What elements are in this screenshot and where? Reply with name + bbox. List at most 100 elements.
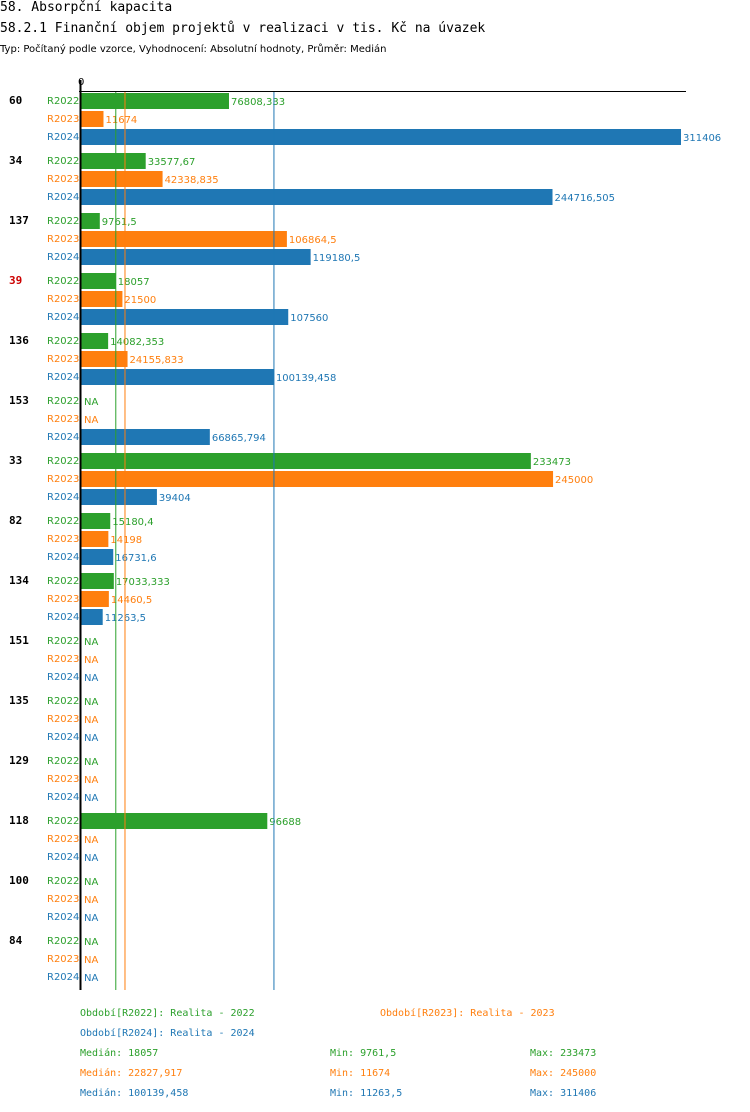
group-label: 84 (9, 934, 23, 947)
bar (81, 213, 100, 229)
data-label: 106864,5 (289, 235, 337, 246)
group-label: 129 (9, 754, 29, 767)
bar (81, 489, 157, 505)
legend-median-r2024: Medián: 100139,458 (80, 1088, 189, 1099)
data-label: 119180,5 (313, 253, 361, 264)
series-label: R2022 (47, 96, 79, 107)
data-label: 21500 (124, 295, 156, 306)
legend-min-r2023: Min: 11674 (330, 1068, 391, 1079)
bar (81, 171, 163, 187)
series-label: R2023 (47, 294, 79, 305)
data-label: 9761,5 (102, 217, 137, 228)
bar (81, 351, 128, 367)
data-label: NA (84, 697, 98, 708)
data-label: NA (84, 415, 98, 426)
data-label: NA (84, 655, 98, 666)
data-label: 66865,794 (212, 433, 266, 444)
data-label: NA (84, 895, 98, 906)
series-label: R2022 (47, 156, 79, 167)
series-label: R2023 (47, 534, 79, 545)
series-label: R2022 (47, 636, 79, 647)
data-label: 100139,458 (276, 373, 336, 384)
data-label: NA (84, 673, 98, 684)
series-label: R2022 (47, 336, 79, 347)
legend-period-r2024: Období[R2024]: Realita - 2024 (80, 1028, 255, 1039)
series-label: R2024 (47, 672, 79, 683)
series-label: R2023 (47, 834, 79, 845)
data-label: 14460,5 (111, 595, 152, 606)
series-label: R2022 (47, 756, 79, 767)
series-label: R2022 (47, 576, 79, 587)
series-label: R2024 (47, 912, 79, 923)
bar (81, 591, 109, 607)
series-label: R2024 (47, 792, 79, 803)
data-label: 18057 (118, 277, 150, 288)
group-label: 60 (9, 94, 22, 107)
data-label: 107560 (290, 313, 328, 324)
series-label: R2024 (47, 732, 79, 743)
data-label: NA (84, 973, 98, 984)
series-label: R2022 (47, 396, 79, 407)
bar-chart: 060R202276808,333R202311674R202431140634… (9, 77, 721, 990)
series-label: R2022 (47, 516, 79, 527)
legend-median-r2022: Medián: 18057 (80, 1048, 159, 1059)
series-label: R2023 (47, 654, 79, 665)
data-label: NA (84, 955, 98, 966)
data-label: NA (84, 877, 98, 888)
data-label: NA (84, 913, 98, 924)
data-label: 15180,4 (112, 517, 153, 528)
data-label: 14082,353 (110, 337, 164, 348)
group-label: 137 (9, 214, 29, 227)
series-label: R2024 (47, 972, 79, 983)
group-label: 136 (9, 334, 29, 347)
legend-min-r2024: Min: 11263,5 (330, 1088, 403, 1099)
bar (81, 153, 146, 169)
bar (81, 471, 554, 487)
bar (81, 531, 109, 547)
group-label: 82 (9, 514, 22, 527)
data-label: 76808,333 (231, 97, 285, 108)
data-label: 311406 (683, 133, 721, 144)
group-label: 33 (9, 454, 22, 467)
series-label: R2023 (47, 954, 79, 965)
series-label: R2023 (47, 594, 79, 605)
series-label: R2023 (47, 234, 79, 245)
bar (81, 573, 114, 589)
data-label: NA (84, 733, 98, 744)
data-label: 11674 (105, 115, 137, 126)
data-label: 16731,6 (115, 553, 156, 564)
group-label: 135 (9, 694, 29, 707)
series-label: R2023 (47, 474, 79, 485)
group-label: 39 (9, 274, 22, 287)
legend-median-r2023: Medián: 22827,917 (80, 1068, 183, 1079)
series-label: R2023 (47, 714, 79, 725)
legend-period-r2023: Období[R2023]: Realita - 2023 (380, 1008, 555, 1019)
data-label: 244716,505 (555, 193, 615, 204)
series-label: R2022 (47, 696, 79, 707)
data-label: NA (84, 775, 98, 786)
data-label: NA (84, 637, 98, 648)
series-label: R2023 (47, 354, 79, 365)
series-label: R2023 (47, 414, 79, 425)
series-label: R2023 (47, 174, 79, 185)
data-label: NA (84, 757, 98, 768)
series-label: R2023 (47, 894, 79, 905)
group-label: 151 (9, 634, 29, 647)
data-label: NA (84, 853, 98, 864)
data-label: NA (84, 793, 98, 804)
bar (81, 453, 531, 469)
bar (81, 93, 229, 109)
legend-period-r2022: Období[R2022]: Realita - 2022 (80, 1008, 255, 1019)
data-label: 17033,333 (116, 577, 170, 588)
series-label: R2022 (47, 816, 79, 827)
series-label: R2024 (47, 252, 79, 263)
bar (81, 609, 103, 625)
bar (81, 309, 289, 325)
series-label: R2023 (47, 114, 79, 125)
bar (81, 429, 210, 445)
series-label: R2022 (47, 216, 79, 227)
group-label: 153 (9, 394, 29, 407)
chart-meta: Typ: Počítaný podle vzorce, Vyhodnocení:… (0, 44, 387, 55)
legend-max-r2024: Max: 311406 (530, 1088, 597, 1099)
bar (81, 369, 274, 385)
